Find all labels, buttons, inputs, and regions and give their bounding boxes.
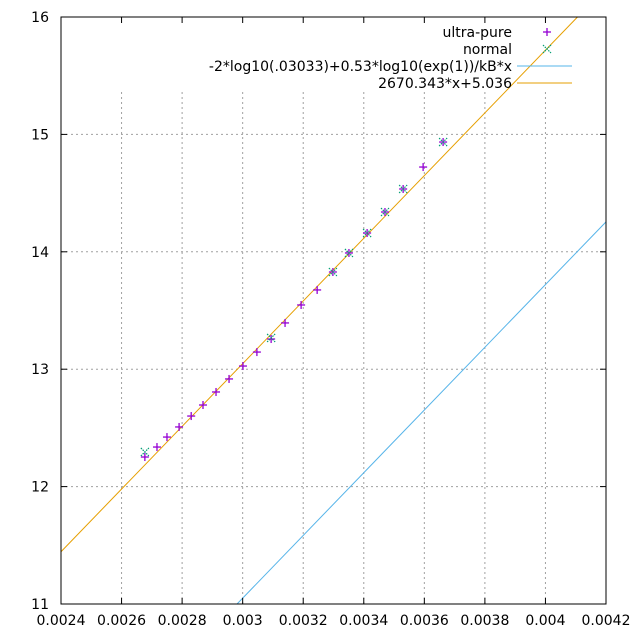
data-point <box>199 401 208 410</box>
data-points <box>140 137 448 462</box>
data-point <box>140 447 150 457</box>
y-tick-label: 15 <box>31 127 49 143</box>
x-tick-label: 0.0036 <box>400 613 449 629</box>
data-point <box>297 300 306 309</box>
series-line <box>60 16 578 553</box>
x-tick-label: 0.004 <box>525 613 565 629</box>
x-tick-label: 0.0026 <box>97 613 146 629</box>
legend-marker-sample <box>542 44 552 54</box>
data-point <box>438 137 448 147</box>
x-tick-label: 0.0024 <box>37 613 86 629</box>
data-point <box>225 374 234 383</box>
y-tick-label: 16 <box>31 10 49 26</box>
y-tick-label: 11 <box>31 597 49 613</box>
y-tick-label: 14 <box>31 245 49 261</box>
data-point <box>328 267 338 277</box>
plot-border <box>60 16 607 605</box>
axis-ticks: 0.0024 0.0026 0.0028 0.003 0.0032 0.0034 0.003… <box>31 10 630 629</box>
legend: ultra-purenormal-2*log10(.03033)+0.53*lo… <box>209 25 572 92</box>
data-point <box>140 453 149 462</box>
data-point <box>252 348 261 357</box>
grid <box>61 92 606 604</box>
data-point <box>398 184 408 194</box>
data-point <box>380 207 390 217</box>
data-point <box>344 248 354 258</box>
data-point <box>162 433 171 442</box>
x-tick-label: 0.0032 <box>279 613 328 629</box>
cross-marker-b <box>542 44 552 54</box>
legend-label: 2670.343*x+5.036 <box>378 76 512 92</box>
cross-marker-b <box>380 207 390 217</box>
fit-lines <box>60 16 607 605</box>
legend-label: ultra-pure <box>443 25 512 41</box>
legend-label: -2*log10(.03033)+0.53*log10(exp(1))/kB*x <box>209 59 512 75</box>
data-point <box>313 285 322 294</box>
data-point <box>266 333 276 343</box>
data-point <box>238 362 247 371</box>
cross-marker-b <box>344 248 354 258</box>
x-tick-label: 0.0028 <box>158 613 207 629</box>
legend-marker-sample <box>543 28 551 36</box>
cross-marker-b <box>362 228 372 238</box>
data-point <box>267 335 276 344</box>
data-point <box>212 387 221 396</box>
series-line <box>236 221 607 605</box>
x-tick-label: 0.0042 <box>582 613 631 629</box>
x-tick-label: 0.0034 <box>339 613 388 629</box>
data-point <box>362 228 372 238</box>
cross-marker-b <box>398 184 408 194</box>
data-point <box>187 412 196 421</box>
cross-marker-b <box>438 137 448 147</box>
y-tick-label: 13 <box>31 362 49 378</box>
data-point <box>419 163 428 172</box>
data-point <box>152 443 161 452</box>
legend-label: normal <box>463 42 512 58</box>
cross-marker-b <box>266 333 276 343</box>
data-point <box>281 318 290 327</box>
y-tick-label: 12 <box>31 480 49 496</box>
data-point <box>175 422 184 431</box>
cross-marker-b <box>328 267 338 277</box>
x-tick-label: 0.003 <box>223 613 263 629</box>
cross-marker-b <box>140 447 150 457</box>
x-tick-label: 0.0038 <box>460 613 509 629</box>
